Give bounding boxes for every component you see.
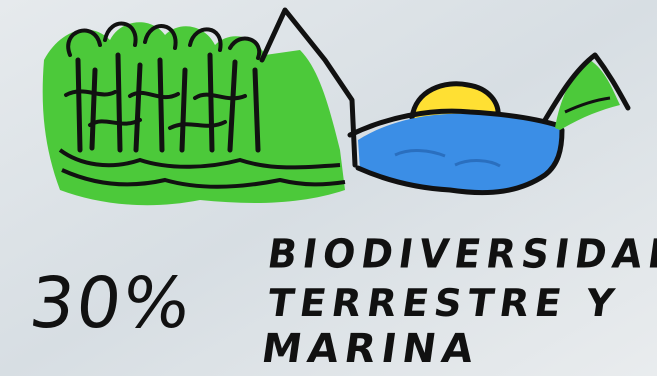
caption-line-3: MARINA [258,326,483,372]
caption-line-1: BIODIVERSIDAD [264,230,657,278]
water-icon [347,108,565,196]
forest-icon [42,21,346,206]
island-icon [542,52,631,130]
caption-line-2: TERRESTRE Y [264,281,623,325]
percent-label: 30% [25,262,196,344]
mountain-icon [259,7,358,168]
